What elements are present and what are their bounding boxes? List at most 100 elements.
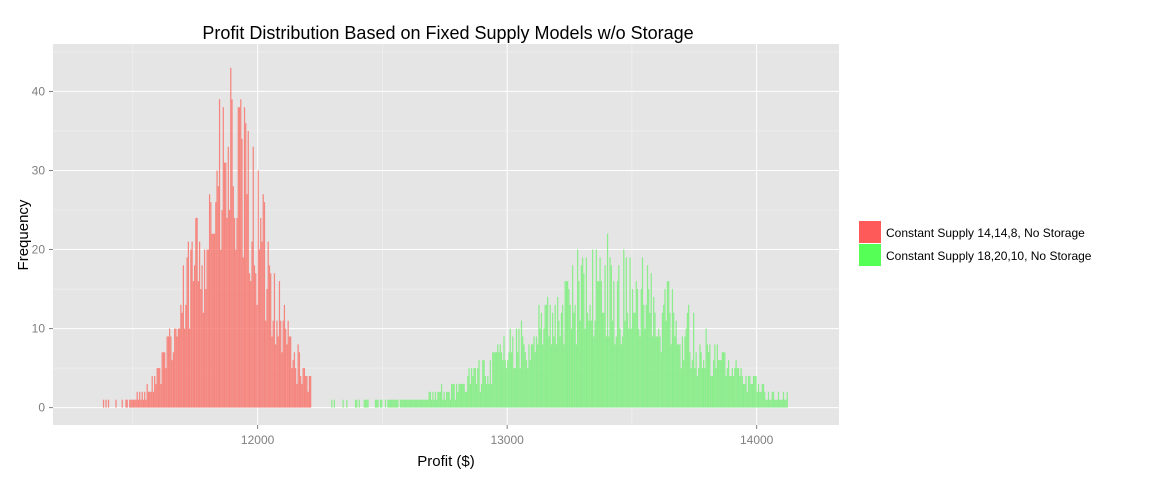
histogram-bar [759, 391, 761, 408]
histogram-bar [447, 391, 449, 408]
histogram-bar [553, 336, 555, 408]
histogram-bar [192, 281, 194, 408]
histogram-bar [235, 249, 237, 408]
histogram-bar [271, 336, 273, 408]
histogram-bar [596, 281, 599, 408]
histogram-bar [342, 399, 344, 408]
series-0-bars [102, 67, 312, 408]
histogram-bar [518, 328, 520, 408]
histogram-bar [485, 383, 488, 408]
histogram-bar [281, 352, 283, 408]
histogram-bar [201, 265, 203, 408]
histogram-bar [480, 383, 483, 408]
histogram-bar [455, 383, 458, 408]
histogram-bar [736, 368, 738, 408]
histogram-bar [411, 399, 413, 408]
histogram-bar [453, 383, 455, 408]
histogram-bar [265, 320, 267, 408]
histogram-bar [474, 368, 476, 408]
histogram-bar [475, 383, 478, 408]
histogram-bar [766, 399, 768, 408]
histogram-bar [212, 233, 214, 408]
histogram-bar [412, 399, 414, 408]
histogram-bar [465, 391, 468, 408]
histogram-bar [202, 312, 204, 408]
histogram-bar [604, 265, 606, 408]
histogram-bar [661, 312, 664, 408]
histogram-bar [260, 217, 262, 408]
histogram-bar [404, 399, 407, 408]
histogram-bar [182, 265, 184, 408]
histogram-bar [468, 368, 470, 408]
histogram-bar [237, 107, 239, 408]
histogram-bar [755, 375, 757, 408]
histogram-bar [770, 399, 772, 408]
histogram-bar [688, 304, 690, 408]
histogram-bar [669, 312, 671, 408]
histogram-bar [754, 375, 756, 408]
histogram-bar [508, 352, 510, 408]
histogram-bar [489, 360, 491, 408]
histogram-bar [525, 360, 528, 408]
histogram-bar [664, 289, 666, 408]
histogram-bar [399, 399, 402, 408]
histogram-bar [458, 383, 460, 408]
histogram-bar [548, 336, 550, 408]
histogram-bar [490, 383, 493, 408]
histogram-bar [191, 241, 193, 408]
histogram-bar [240, 99, 242, 408]
histogram-bar [626, 312, 629, 408]
histogram-bar [142, 399, 145, 408]
histogram-bar [513, 368, 515, 408]
histogram-bar [769, 399, 771, 408]
histogram-bar [679, 344, 681, 408]
histogram-bar [547, 296, 549, 408]
histogram-bar [152, 391, 155, 408]
histogram-bar [409, 399, 412, 408]
histogram-bar [287, 320, 289, 408]
histogram-bar [394, 399, 397, 408]
histogram-bar [302, 368, 304, 408]
histogram-bar [532, 344, 534, 408]
histogram-bar [609, 257, 611, 408]
histogram-bar [737, 368, 740, 408]
histogram-bar [250, 281, 252, 408]
histogram-bar [377, 399, 379, 408]
histogram-bar [157, 368, 160, 408]
histogram-bar [446, 391, 448, 408]
histogram-bar [670, 344, 672, 408]
histogram-bar [300, 375, 302, 408]
histogram-bar [719, 360, 721, 408]
histogram-bar [557, 296, 559, 408]
histogram-bar [578, 281, 580, 408]
histogram-bar [414, 399, 417, 408]
y-tick-label: 0 [38, 401, 45, 415]
histogram-bar [285, 328, 287, 408]
histogram-bar [646, 265, 649, 408]
histogram-bar [776, 399, 778, 408]
histogram-bar [497, 344, 499, 408]
histogram-bar [310, 375, 312, 408]
histogram-bar [154, 375, 156, 408]
histogram-bar [149, 391, 151, 408]
histogram-bar [417, 399, 419, 408]
histogram-bar [145, 399, 147, 408]
histogram-bar [422, 399, 424, 408]
histogram-bar [374, 399, 377, 408]
histogram-bar [716, 344, 718, 408]
histogram-bar [429, 391, 432, 408]
histogram-bar [720, 360, 722, 408]
histogram-bar [270, 273, 272, 408]
histogram-bar [572, 265, 574, 408]
histogram-bar [660, 352, 662, 408]
histogram-bar [725, 375, 727, 408]
histogram-bar [303, 368, 306, 408]
histogram-bar [231, 99, 233, 408]
histogram-bar [611, 320, 614, 408]
histogram-bar [601, 312, 604, 408]
histogram-bar [499, 344, 501, 408]
histogram-bar [482, 360, 484, 408]
histogram-bar [282, 320, 284, 408]
histogram-bar [559, 336, 561, 408]
